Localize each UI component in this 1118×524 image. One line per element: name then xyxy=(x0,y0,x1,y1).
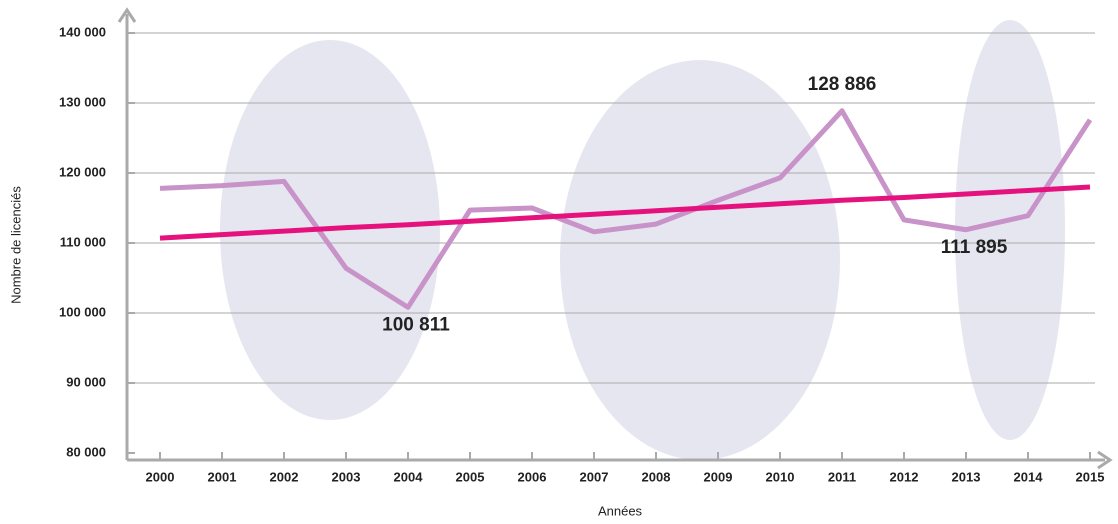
background-silhouettes xyxy=(220,20,1065,460)
x-tick-label: 2004 xyxy=(394,469,424,484)
x-tick-label: 2002 xyxy=(270,469,299,484)
x-tick-label: 2013 xyxy=(952,469,981,484)
x-tick-label: 2007 xyxy=(580,469,609,484)
x-tick-label: 2014 xyxy=(1014,469,1044,484)
x-tick-label: 2012 xyxy=(890,469,919,484)
y-axis-title: Nombre de licenciés xyxy=(8,186,23,304)
x-axis-title: Années xyxy=(598,503,643,518)
y-tick-label: 80 000 xyxy=(66,444,106,459)
y-axis-arrow xyxy=(117,7,137,23)
y-tick-label: 90 000 xyxy=(66,374,106,389)
trend-line xyxy=(159,184,1091,241)
value-label: 111 895 xyxy=(941,237,1008,258)
y-tick-label: 130 000 xyxy=(59,94,106,109)
x-tick-label: 2001 xyxy=(208,469,237,484)
x-axis-arrow xyxy=(1097,450,1113,470)
value-label: 128 886 xyxy=(808,74,877,95)
value-label: 100 811 xyxy=(382,314,450,335)
y-tick-label: 100 000 xyxy=(59,304,106,319)
x-tick-label: 2009 xyxy=(704,469,733,484)
x-tick-label: 2006 xyxy=(518,469,547,484)
x-tick-label: 2010 xyxy=(766,469,795,484)
y-tick-label: 140 000 xyxy=(59,24,106,39)
x-tick-label: 2005 xyxy=(456,469,485,484)
y-tick-label: 110 000 xyxy=(60,234,106,249)
x-tick-label: 2008 xyxy=(642,469,671,484)
data-line xyxy=(159,108,1093,310)
x-tick-label: 2000 xyxy=(146,469,175,484)
x-tick-label: 2015 xyxy=(1076,469,1105,484)
x-tick-label: 2003 xyxy=(332,469,361,484)
x-tick-label: 2011 xyxy=(828,469,856,484)
y-tick-label: 120 000 xyxy=(59,164,106,179)
